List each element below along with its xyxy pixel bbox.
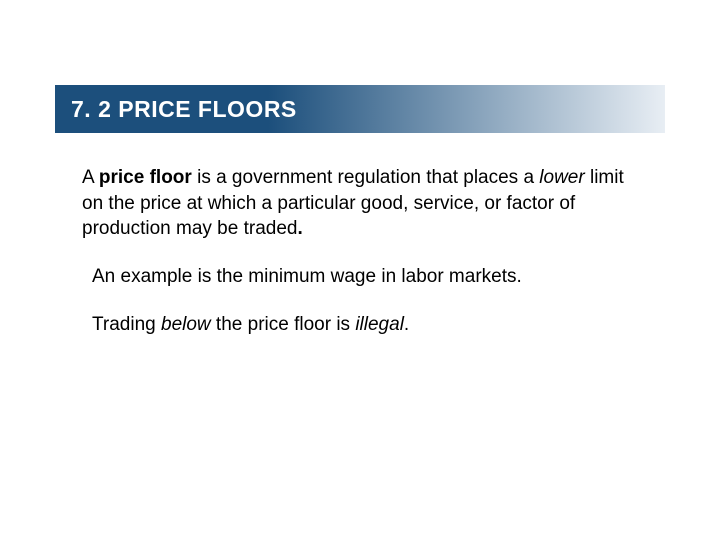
slide: 7. 2 PRICE FLOORS A price floor is a gov…: [0, 0, 720, 540]
rule-paragraph: Trading below the price floor is illegal…: [92, 312, 642, 338]
emphasis-below: below: [161, 314, 211, 335]
example-paragraph: An example is the minimum wage in labor …: [92, 264, 642, 290]
text-frag: A: [82, 167, 99, 188]
body-content: A price floor is a government regulation…: [82, 165, 642, 359]
text-frag: Trading: [92, 314, 161, 335]
definition-paragraph: A price floor is a government regulation…: [82, 165, 642, 242]
section-title: 7. 2 PRICE FLOORS: [71, 96, 297, 123]
term-price-floor: price floor: [99, 167, 192, 188]
text-frag: the price floor is: [211, 314, 356, 335]
emphasis-illegal: illegal: [355, 314, 404, 335]
text-frag: .: [404, 314, 409, 335]
section-header-bar: 7. 2 PRICE FLOORS: [55, 85, 665, 133]
emphasis-lower: lower: [539, 167, 584, 188]
text-frag: is a government regulation that places a: [192, 167, 539, 188]
text-dot: .: [297, 218, 302, 239]
